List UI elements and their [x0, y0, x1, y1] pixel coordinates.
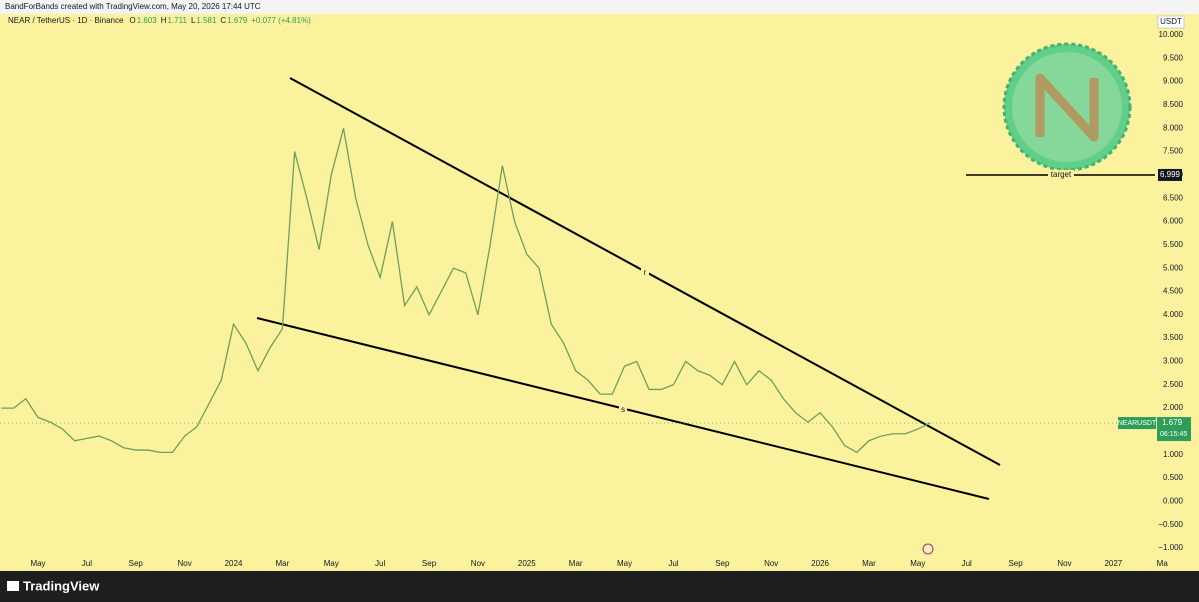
- y-tick-label: 3.500: [1163, 333, 1184, 342]
- line-label-bg: [641, 268, 649, 278]
- target-label: target: [1051, 170, 1072, 179]
- header-bar: [0, 0, 1199, 14]
- ohlc-value: 1.603: [137, 16, 158, 25]
- y-tick-label: 9.000: [1163, 77, 1184, 86]
- price-tag-symbol: [1118, 417, 1156, 430]
- x-tick-label: Sep: [1008, 559, 1023, 568]
- x-tick-label: 2024: [225, 559, 243, 568]
- x-tick-label: Nov: [178, 559, 192, 568]
- credit: BandForBands created with TradingView.co…: [5, 2, 261, 11]
- y-tick-label: 4.000: [1163, 310, 1184, 319]
- x-tick-label: Jul: [962, 559, 972, 568]
- price-tag-countdown: 06:15:45: [1160, 431, 1187, 438]
- plot-bg: [0, 14, 1199, 571]
- brand: TradingView: [23, 578, 100, 593]
- event-icon: [922, 543, 934, 555]
- x-tick-label: Sep: [422, 559, 437, 568]
- x-tick-label: Jul: [668, 559, 678, 568]
- x-tick-label: Mar: [862, 559, 876, 568]
- x-tick-label: Sep: [129, 559, 144, 568]
- line-label: s: [621, 405, 625, 414]
- y-tick-label: 8.000: [1163, 123, 1184, 132]
- ohlc-label: C: [220, 16, 226, 25]
- x-tick-label: May: [910, 559, 925, 568]
- plot: 10.0009.5009.0008.5008.0007.5007.0006.50…: [0, 30, 1191, 568]
- tv-logo: [7, 581, 19, 591]
- x-tick-label: Ma: [1157, 559, 1169, 568]
- y-tick-label: 5.500: [1163, 240, 1184, 249]
- currency-box: [1157, 15, 1185, 29]
- x-tick-label: May: [30, 559, 45, 568]
- x-tick-label: May: [617, 559, 632, 568]
- line-label-bg: [619, 405, 627, 415]
- line-label: r: [644, 268, 647, 277]
- ohlc-label: O: [129, 16, 135, 25]
- price-tag-symbol-text: NEARUSDT: [1118, 420, 1157, 427]
- y-tick-label: 3.000: [1163, 357, 1184, 366]
- ohlc-label: L: [191, 16, 196, 25]
- y-tick-label: 6.000: [1163, 217, 1184, 226]
- y-tick-label: −0.500: [1158, 520, 1183, 529]
- target-value: 6.999: [1160, 170, 1181, 179]
- y-tick-label: 4.500: [1163, 287, 1184, 296]
- target-label-bg: [1048, 169, 1074, 180]
- near-logo: [1002, 42, 1132, 172]
- y-tick-label: 1.000: [1163, 450, 1184, 459]
- x-tick-label: Nov: [764, 559, 778, 568]
- x-tick-label: 2025: [518, 559, 536, 568]
- price-tag-value: 1.679: [1162, 418, 1183, 427]
- y-tick-label: 10.000: [1159, 30, 1184, 39]
- x-tick-label: Mar: [569, 559, 583, 568]
- x-tick-label: 2027: [1104, 559, 1122, 568]
- price-tag: [1157, 417, 1191, 442]
- y-tick-label: 5.000: [1163, 263, 1184, 272]
- y-tick-label: 9.500: [1163, 53, 1184, 62]
- x-tick-label: 2026: [811, 559, 829, 568]
- y-tick-label: 0.000: [1163, 496, 1184, 505]
- ohlc-value: 1.581: [196, 16, 217, 25]
- change: +0.077 (+4.81%): [251, 16, 311, 25]
- y-tick-label: 2.000: [1163, 403, 1184, 412]
- x-tick-label: Sep: [715, 559, 730, 568]
- ohlc-label: H: [161, 16, 167, 25]
- x-tick-label: Jul: [82, 559, 92, 568]
- ohlc: O 1.603 H 1.711 L 1.581 C 1.679 +0.077 (+4.81%): [129, 16, 311, 25]
- price-line: [1, 128, 931, 454]
- currency: USDT: [1160, 17, 1182, 26]
- y-tick-label: 7.500: [1163, 147, 1184, 156]
- y-tick-label: 2.500: [1163, 380, 1184, 389]
- y-tick-label: 0.500: [1163, 473, 1184, 482]
- x-tick-label: Nov: [471, 559, 485, 568]
- x-tick-label: Jul: [375, 559, 385, 568]
- x-tick-label: Nov: [1057, 559, 1071, 568]
- x-tick-label: May: [324, 559, 339, 568]
- ohlc-value: 1.679: [227, 16, 248, 25]
- ohlc-value: 1.711: [168, 16, 188, 25]
- y-tick-label: 6.500: [1163, 193, 1184, 202]
- footer-bar: [0, 571, 1199, 602]
- symbol: NEAR / TetherUS · 1D · Binance: [8, 16, 124, 25]
- y-tick-label: −1.000: [1158, 543, 1183, 552]
- x-tick-label: Mar: [276, 559, 290, 568]
- target-tag: [1158, 168, 1182, 181]
- y-tick-label: 8.500: [1163, 100, 1184, 109]
